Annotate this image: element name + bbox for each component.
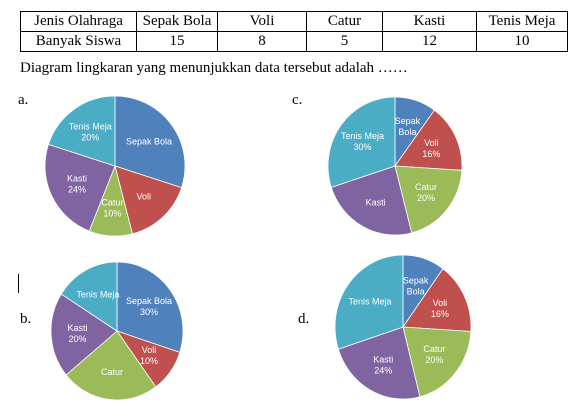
slice-label-catur: 20% [417,193,435,203]
slice-label-kasti: 24% [374,365,392,375]
text-cursor [18,274,19,293]
slice-label-tenis-meja: 20% [81,133,99,143]
pie-slice-kasti [50,293,118,376]
slice-label-catur: 20% [425,355,443,365]
slice-label-voli: 16% [431,309,449,319]
pie-slice-tenis-meja [334,254,404,350]
question-text: Diagram lingkaran yang menunjukkan data … [20,60,408,76]
table-cell: 10 [476,31,568,52]
table-cell: Sepak Bola [136,11,218,32]
pie-slice-tenis-meja [60,261,118,332]
pie-slice-kasti [337,326,421,400]
slice-label-sepak-bola: 30% [140,307,158,317]
slice-label-voli: Voli [433,298,448,308]
table-cell: Tenis Meja [476,11,568,32]
slice-label-tenis-meja: Tenis Meja [69,122,112,132]
slice-label-catur: Catur [101,367,123,377]
table-header-row: Jenis Olahraga Sepak Bola Voli Catur Kas… [20,11,568,32]
slice-label-voli: Voli [137,192,152,202]
slice-label-kasti: Kasti [366,197,386,207]
option-b-label: b. [20,311,32,327]
pie-slice-voli [402,268,472,332]
table-row: Banyak Siswa 15 8 5 12 10 [20,31,568,52]
slice-label-kasti: Kasti [67,323,87,333]
pie-slice-voli [394,109,463,171]
pie-slice-kasti [330,165,413,236]
slice-label-sepak-bola: Bola [398,127,416,137]
slice-label-kasti: 20% [68,334,86,344]
slice-label-tenis-meja: Tenis Meja [341,131,384,141]
slice-label-catur: Catur [415,182,437,192]
slice-label-sepak-bola: Sepak [403,275,429,285]
table-cell: Kasti [382,11,477,32]
pie-slice-tenis-meja [327,96,396,188]
slice-label-sepak-bola: Sepak Bola [126,296,172,306]
pie-slice-catur [394,165,463,234]
table-cell: Catur [306,11,383,32]
slice-label-catur: 10% [103,208,121,218]
option-d-label: d. [298,311,310,327]
slice-label-kasti: Kasti [373,354,393,364]
pie-slice-sepak-bola [116,261,184,353]
slice-label-sepak-bola: Bola [407,286,425,296]
pie-slice-voli [114,165,183,235]
slice-label-tenis-meja: Tenis Meja [76,290,119,300]
table-cell: 5 [306,31,383,52]
option-c-label: c. [292,92,303,108]
slice-label-kasti: Kasti [67,173,87,183]
slice-label-voli: Voli [424,138,439,148]
table-cell: 8 [217,31,307,52]
slice-label-catur: Catur [423,344,445,354]
table-cell: Jenis Olahraga [20,11,137,32]
option-a-label: a. [18,92,29,108]
table-cell: 15 [136,31,218,52]
slice-label-catur: Catur [101,197,123,207]
pie-slice-sepak-bola [114,95,186,189]
slice-label-tenis-meja: Tenis Meja [348,297,391,307]
pie-slice-catur [402,326,472,398]
slice-label-kasti: 24% [68,184,86,194]
table-cell: Banyak Siswa [20,31,137,52]
data-table: Jenis Olahraga Sepak Bola Voli Catur Kas… [20,11,568,52]
pie-slice-kasti [44,143,116,232]
slice-label-voli: 16% [422,149,440,159]
table-cell: Voli [217,11,307,32]
pie-slice-catur [65,330,157,401]
pie-slice-tenis-meja [47,95,116,167]
slice-label-sepak-bola: Sepak Bola [126,136,172,146]
slice-label-tenis-meja: 30% [353,142,371,152]
slice-label-voli: 10% [140,356,158,366]
slice-label-sepak-bola: Sepak [395,116,421,126]
table-cell: 12 [382,31,477,52]
slice-label-voli: Voli [142,345,157,355]
